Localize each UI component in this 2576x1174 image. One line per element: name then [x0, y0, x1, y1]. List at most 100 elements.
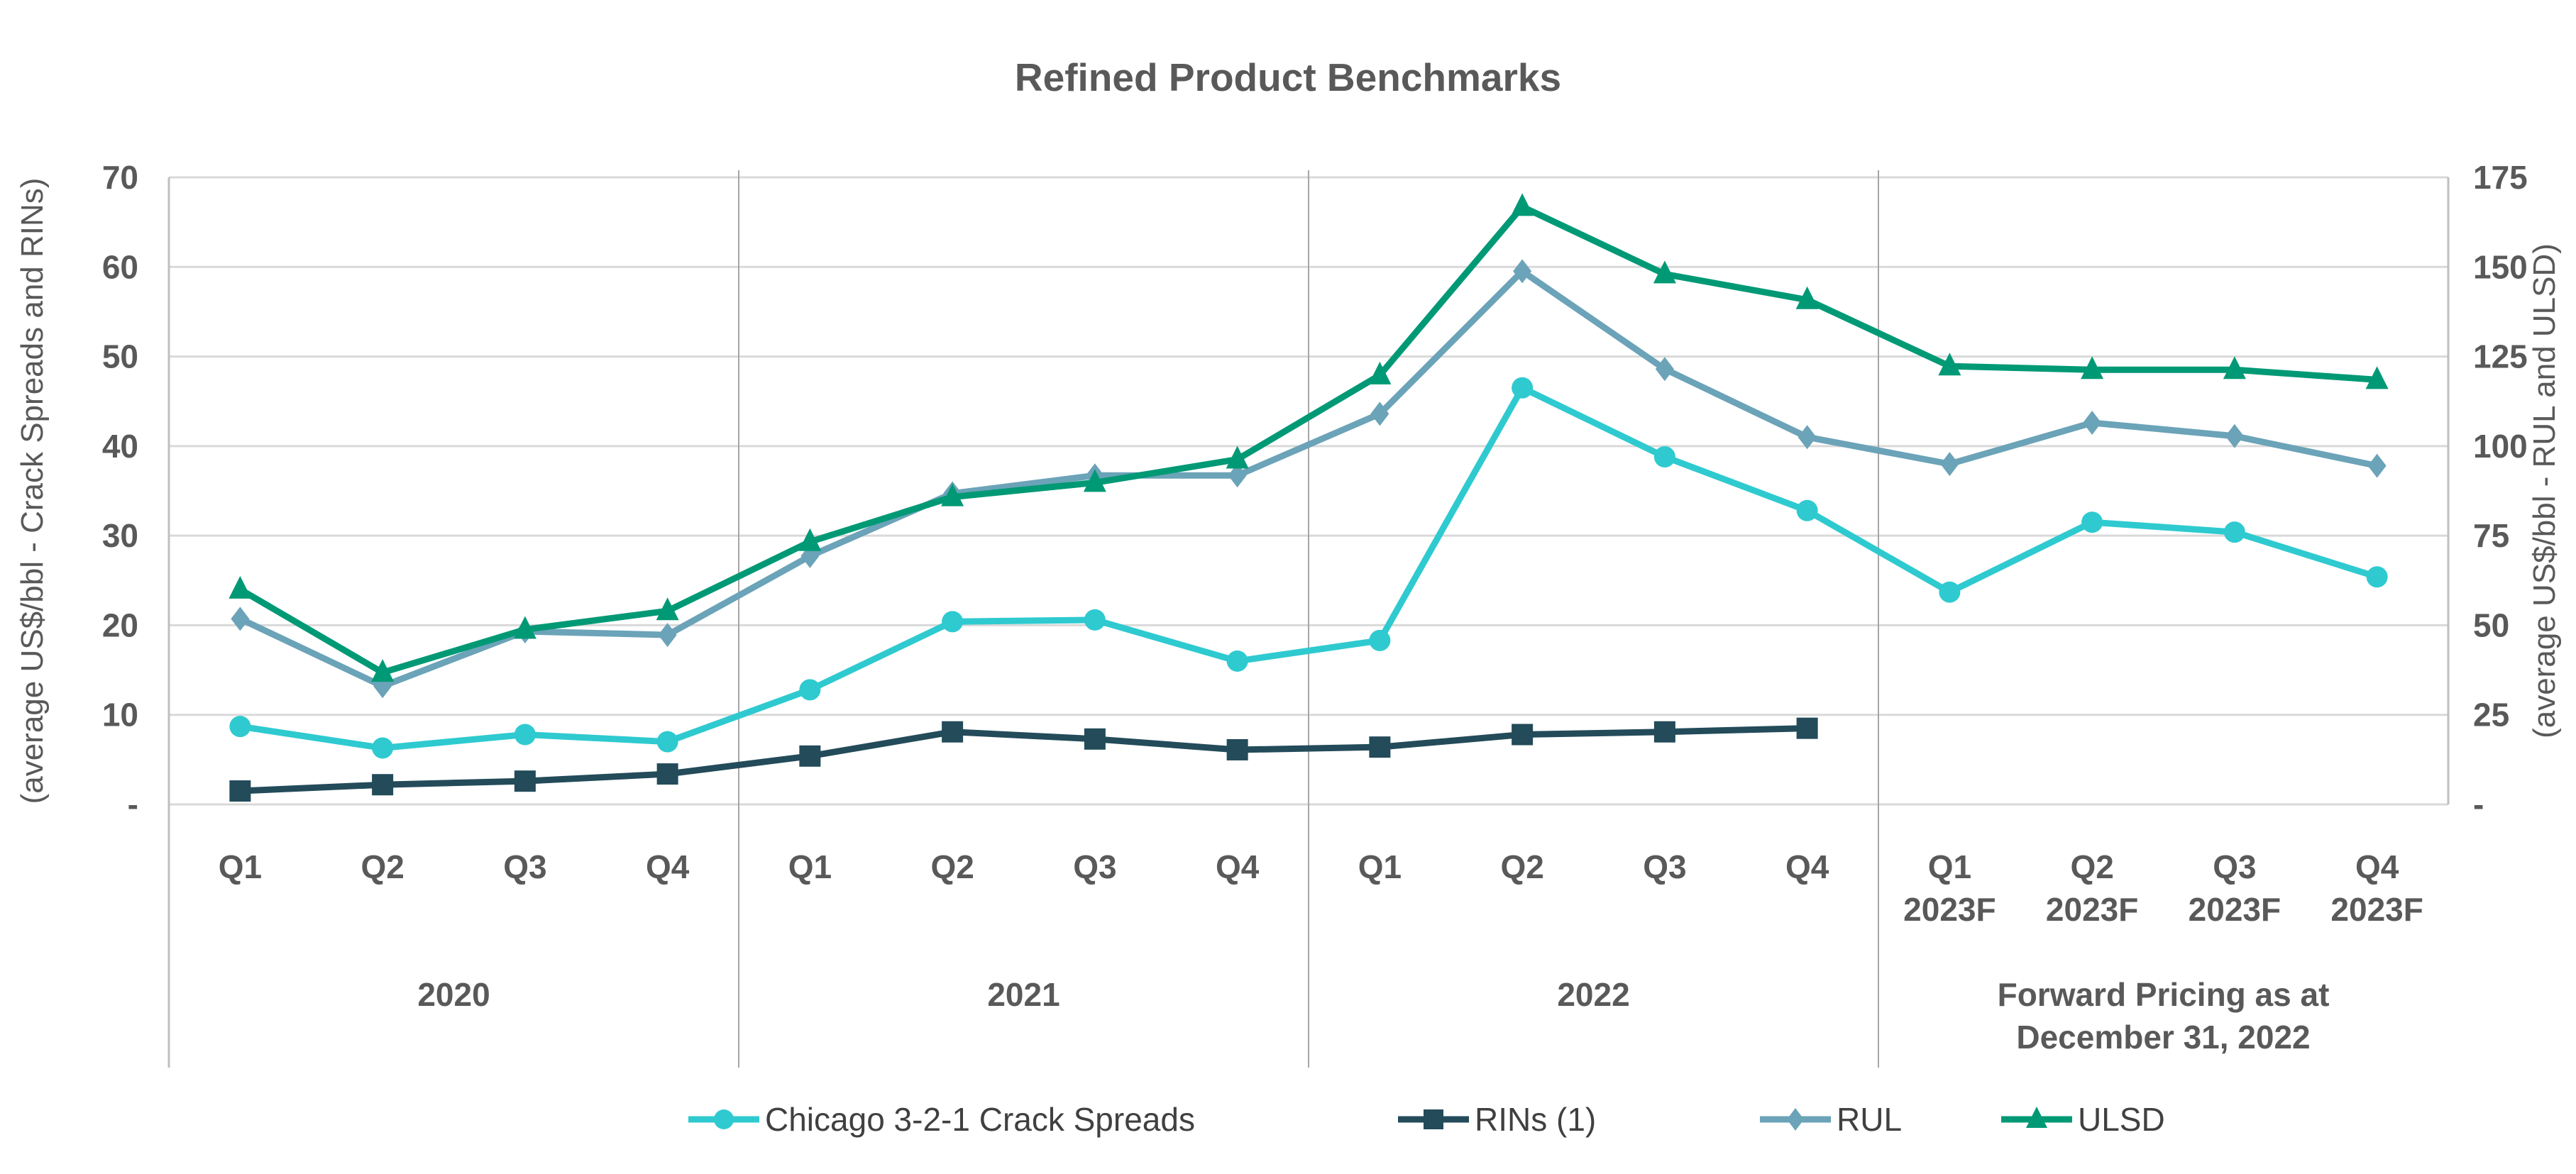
data-point — [1655, 357, 1674, 382]
series-line — [239, 384, 2378, 751]
group-label: 2022 — [1557, 976, 1629, 1013]
data-point — [1511, 193, 1534, 216]
y-right-tick-label: 50 — [2473, 607, 2509, 643]
y-axis-right-title: (average US$/bbl - RUL and ULSD) — [2527, 243, 2562, 738]
data-point — [1368, 361, 1392, 384]
data-point — [1083, 469, 1106, 492]
data-point — [658, 623, 677, 648]
data-point — [2366, 566, 2388, 588]
data-point — [1939, 581, 1961, 603]
y-right-tick-label: 75 — [2473, 517, 2509, 554]
legend-label: Chicago 3-2-1 Crack Spreads — [765, 1101, 1195, 1138]
y-right-tick-label: 175 — [2473, 159, 2528, 196]
x-tick-sublabel: 2023F — [2189, 891, 2281, 928]
group-label: 2021 — [987, 976, 1059, 1013]
data-point — [2083, 411, 2102, 436]
data-point — [229, 780, 251, 802]
data-point — [1798, 425, 1817, 450]
legend-marker-triangle-icon — [2026, 1107, 2047, 1128]
data-point — [514, 770, 536, 792]
series-line — [240, 725, 1807, 794]
x-tick-label: Q3 — [503, 848, 546, 885]
x-tick-label: Q4 — [646, 848, 690, 885]
group-label: 2020 — [417, 976, 490, 1013]
chart-title: Refined Product Benchmarks — [1015, 55, 1561, 99]
x-tick-sublabel: 2023F — [2046, 891, 2138, 928]
data-point — [1512, 377, 1534, 399]
data-point — [2367, 453, 2387, 478]
y-left-tick-label: 40 — [102, 428, 138, 465]
x-tick-label: Q3 — [1643, 848, 1686, 885]
series-line — [238, 203, 2377, 676]
legend-label: ULSD — [2078, 1101, 2165, 1138]
legend: Chicago 3-2-1 Crack Spreads RINs (1) RUL UL… — [688, 1101, 2165, 1138]
y-left-tick-label: 30 — [102, 517, 138, 554]
x-tick-label: Q1 — [219, 848, 262, 885]
data-point — [1796, 499, 1818, 521]
data-point — [514, 724, 536, 746]
y-left-tick-label: 70 — [102, 159, 138, 196]
y-left-tick-label: 50 — [102, 338, 138, 375]
data-point — [371, 659, 395, 682]
data-point — [229, 575, 252, 599]
x-tick-label: Q1 — [1358, 848, 1402, 885]
series-ulsd — [229, 193, 2389, 682]
y-right-tick-label: 100 — [2473, 428, 2528, 465]
data-point — [798, 528, 822, 551]
data-point — [2081, 356, 2104, 380]
data-point — [1653, 260, 1676, 284]
x-tick-label: Q1 — [788, 848, 832, 885]
data-point — [1795, 286, 1819, 309]
data-point — [1369, 736, 1391, 758]
data-point — [372, 774, 394, 796]
y-left-tick-label: 60 — [102, 248, 138, 285]
data-point — [2223, 521, 2245, 543]
x-tick-label: Q2 — [930, 848, 974, 885]
data-point — [1228, 463, 1247, 488]
x-tick-label: Q3 — [2213, 848, 2256, 885]
x-tick-label: Q1 — [1928, 848, 1971, 885]
y-left-tick-label: - — [128, 786, 138, 823]
x-tick-label: Q2 — [1500, 848, 1543, 885]
x-tick-label: Q2 — [2070, 848, 2113, 885]
data-point — [1369, 629, 1391, 651]
series-line — [238, 267, 2378, 690]
data-point — [229, 716, 251, 738]
data-point — [513, 616, 536, 639]
data-point — [799, 679, 821, 701]
series-rins-1 — [229, 717, 1818, 802]
y-left-tick-label: 10 — [102, 697, 138, 733]
data-point — [1226, 445, 1249, 469]
x-tick-label: Q3 — [1073, 848, 1116, 885]
y-axis-left-title: (average US$/bbl - Crack Spreads and RIN… — [15, 178, 50, 804]
x-tick-sublabel: 2023F — [2330, 891, 2423, 928]
legend-marker-diamond-icon — [1787, 1108, 1804, 1131]
data-point — [2365, 366, 2389, 389]
data-point — [231, 607, 250, 631]
legend-marker-square-icon — [1424, 1109, 1443, 1129]
data-point — [1796, 717, 1818, 739]
y-right-tick-label: - — [2473, 786, 2484, 823]
series-chicago-3-2-1-crack-spreads — [229, 377, 2388, 759]
x-tick-sublabel: 2023F — [1903, 891, 1996, 928]
y-left-tick-label: 20 — [102, 607, 138, 643]
data-point — [656, 763, 678, 785]
data-point — [1512, 724, 1534, 746]
group-label: Forward Pricing as at — [1998, 976, 2330, 1013]
data-point — [941, 483, 964, 506]
data-point — [942, 611, 964, 633]
data-point — [372, 737, 394, 759]
data-point — [1513, 259, 1532, 284]
y-right-tick-label: 125 — [2473, 338, 2528, 375]
data-point — [799, 745, 821, 767]
x-tick-label: Q4 — [1785, 848, 1829, 885]
data-point — [656, 731, 678, 753]
x-tick-label: Q4 — [1216, 848, 1260, 885]
data-point — [1653, 446, 1675, 468]
y-right-tick-label: 25 — [2473, 697, 2509, 733]
legend-marker-circle-icon — [714, 1109, 734, 1129]
data-point — [2223, 356, 2246, 380]
data-point — [1938, 353, 1961, 376]
legend-label: RUL — [1837, 1101, 1902, 1138]
